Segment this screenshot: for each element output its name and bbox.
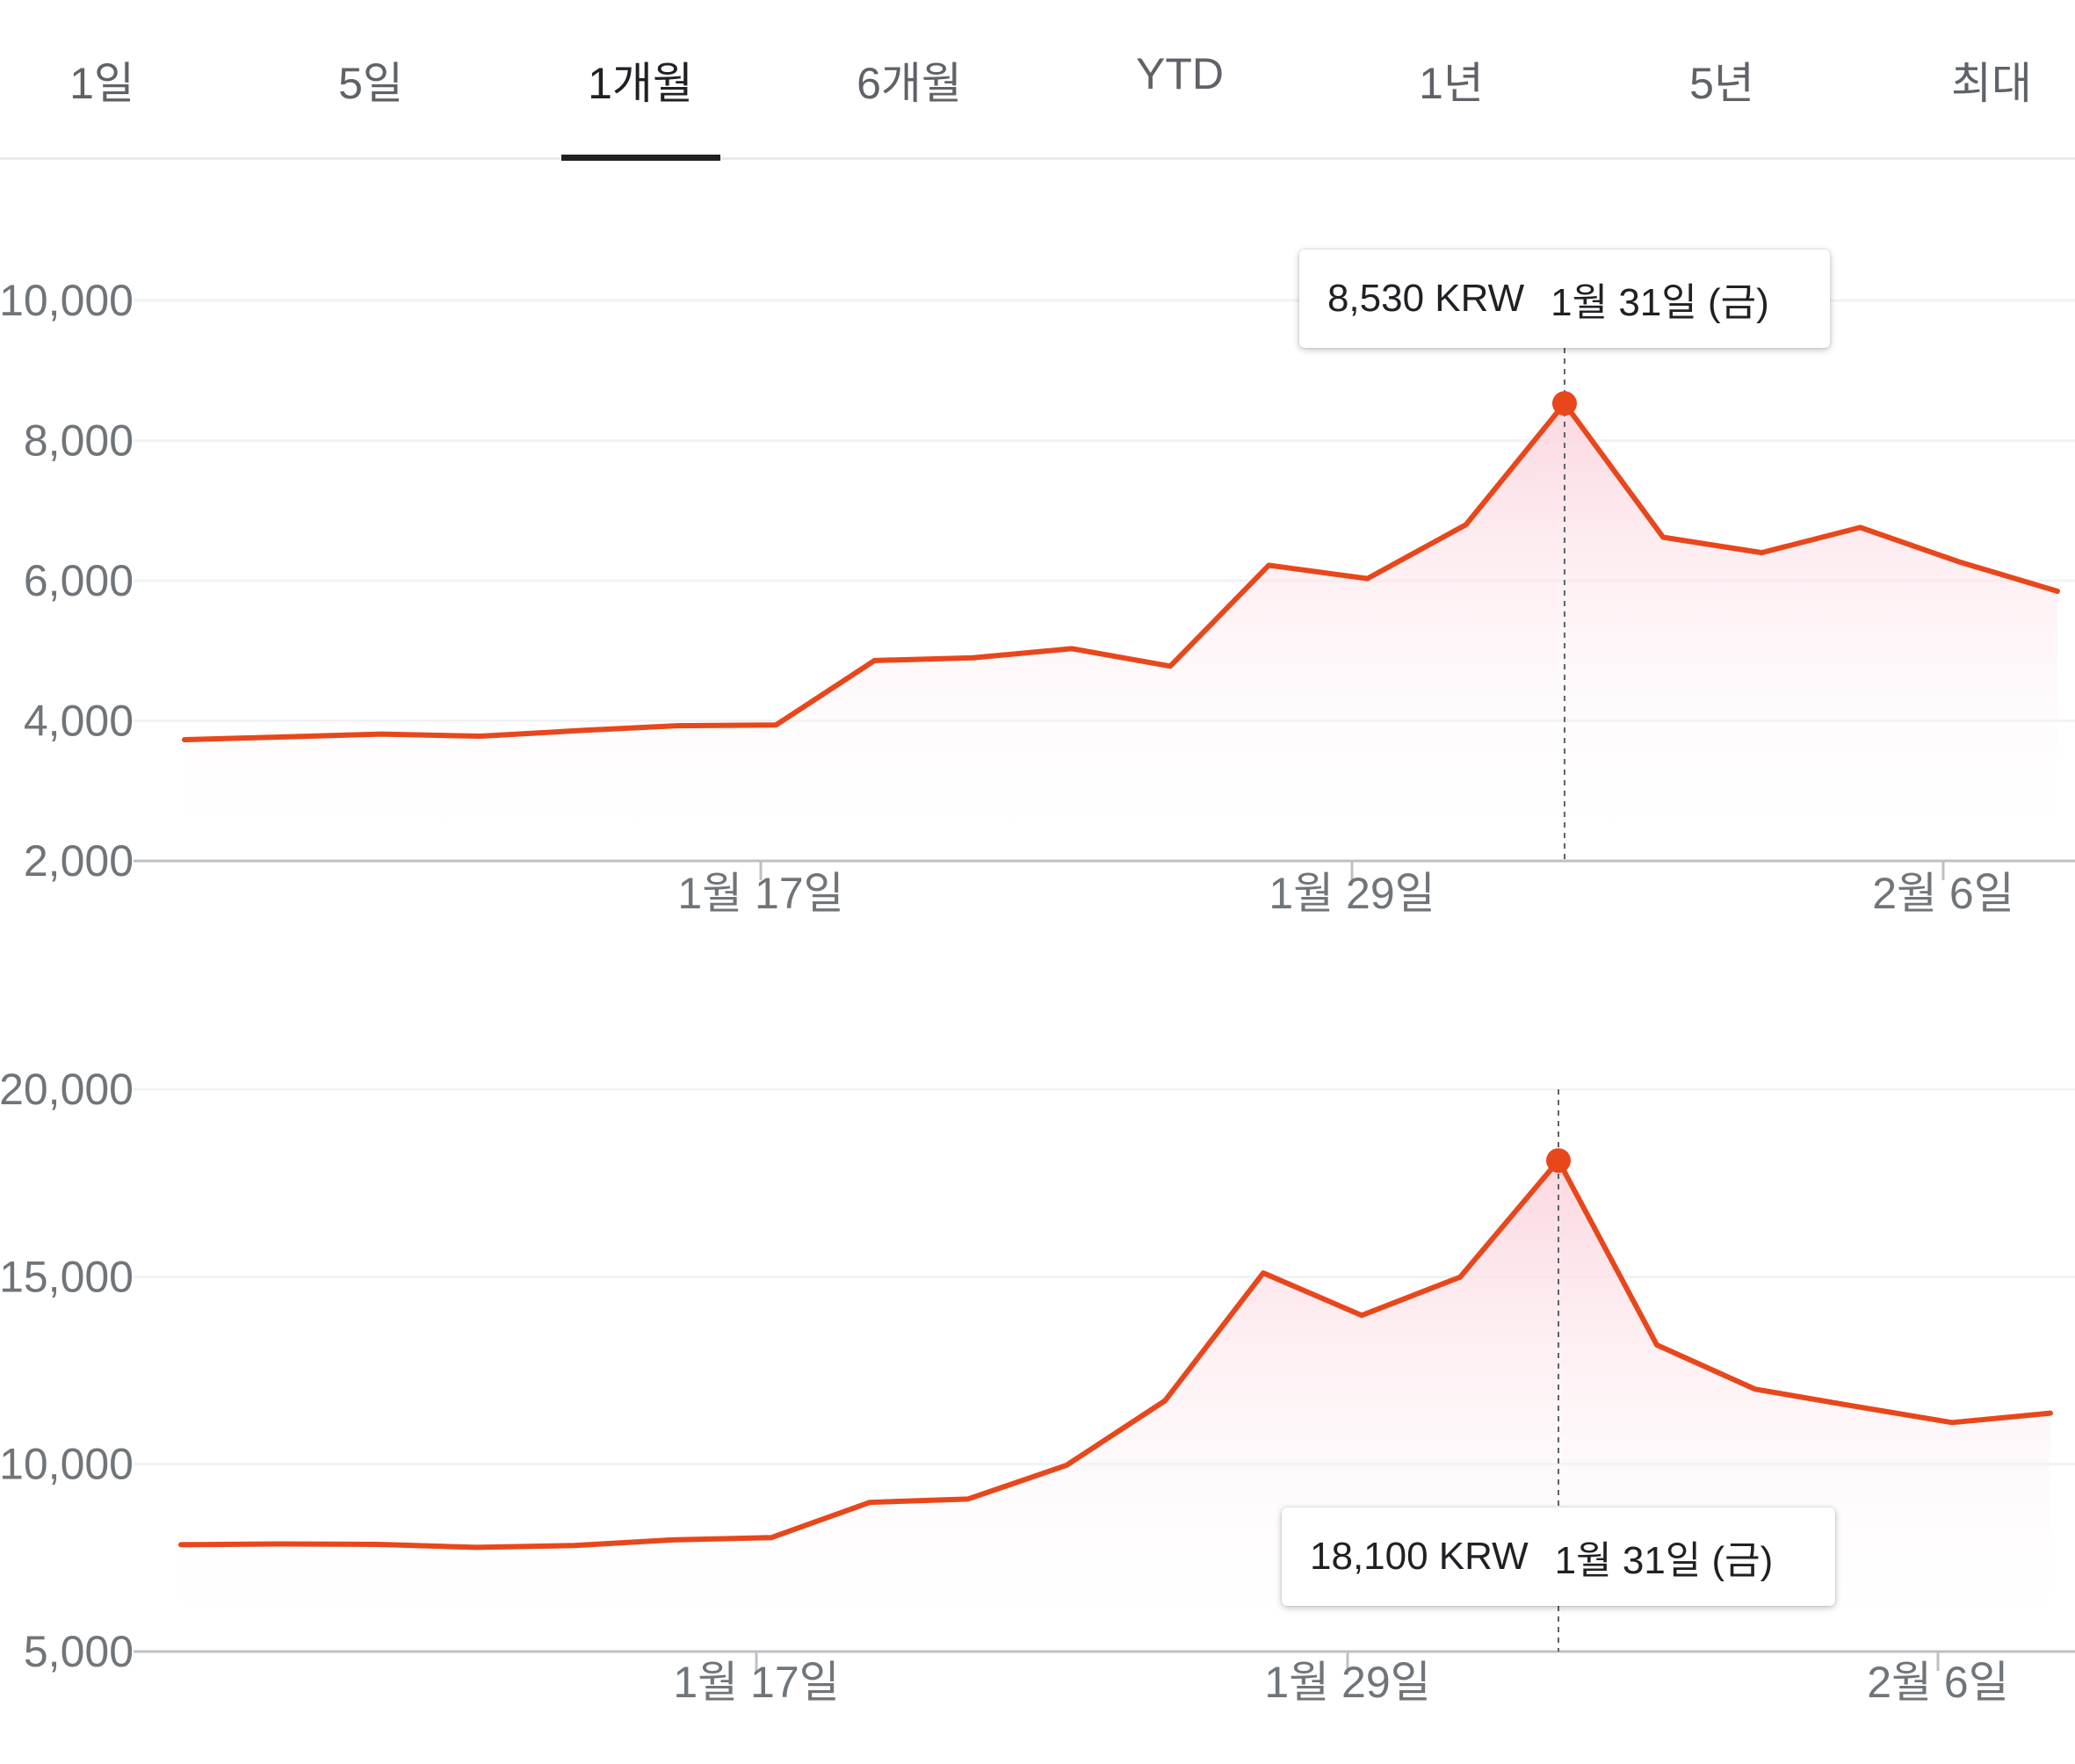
price-chart-bottom[interactable]: 20,000 15,000 10,000 5,000 1월 17일 1월 29일 2월 6일 [0,1037,2075,1739]
highlight-point [1551,391,1577,416]
price-line [178,1158,2053,1551]
x-tick-label: 1월 17일 [673,1658,839,1707]
tab-5-years[interactable]: 5년 [1689,59,1754,108]
y-tick-label: 20,000 [0,1065,134,1114]
x-tick-label: 1월 29일 [1264,1658,1430,1707]
tab-1-month[interactable]: 1개월 [588,59,693,108]
y-tick-label: 10,000 [0,276,134,325]
tooltip-date: 1월 31일 (금) [1551,281,1769,324]
active-tab-indicator [561,155,720,161]
range-tabs: 1일 5일 1개월 6개월 YTD 1년 5년 최대 [0,0,2075,161]
tab-ytd[interactable]: YTD [1136,49,1224,98]
tooltip-top: 8,530 KRW 1월 31일 (금) [1298,249,1830,348]
x-tick-label: 1월 29일 [1269,869,1435,918]
tab-5-days[interactable]: 5일 [338,59,403,108]
y-tick-label: 5,000 [24,1627,134,1676]
y-tick-label: 2,000 [24,836,134,886]
tab-max[interactable]: 최대 [1951,59,2032,108]
highlight-point [1546,1148,1571,1174]
tab-1-year[interactable]: 1년 [1419,59,1484,108]
price-chart-top[interactable]: 10,000 8,000 6,000 4,000 2,000 1월 17일 1월 29일 2월… [0,211,2075,975]
y-tick-label: 15,000 [0,1252,134,1301]
tab-1-day[interactable]: 1일 [69,59,134,108]
y-tick-label: 4,000 [24,697,134,746]
tooltip-date: 1월 31일 (금) [1554,1539,1774,1582]
price-line [182,401,2060,743]
y-tick-label: 6,000 [24,556,134,605]
tooltip-value: 18,100 KRW [1310,1535,1529,1578]
x-tick-label: 2월 6일 [1867,1658,2009,1707]
tab-6-months[interactable]: 6개월 [857,59,962,108]
area-fill [184,403,2057,859]
tooltip-bottom: 18,100 KRW 1월 31일 (금) [1282,1507,1835,1606]
x-tick-label: 2월 6일 [1872,869,2014,918]
y-tick-label: 8,000 [24,416,134,466]
tooltip-value: 8,530 KRW [1327,277,1525,320]
y-tick-label: 10,000 [0,1440,134,1489]
x-tick-label: 1월 17일 [677,869,843,918]
